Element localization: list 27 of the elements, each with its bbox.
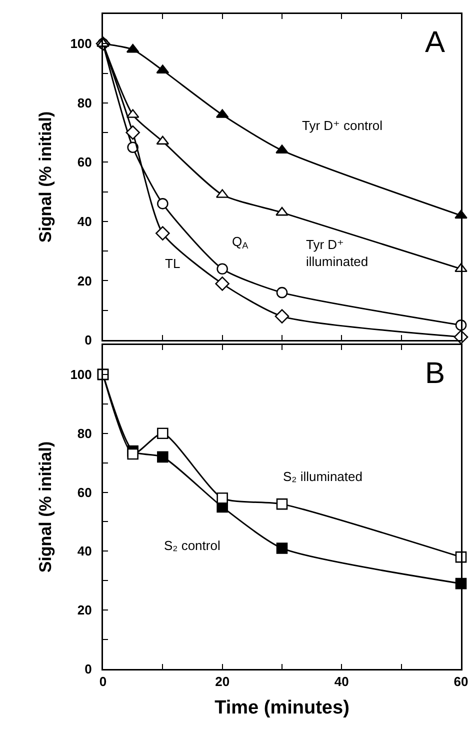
y-tick-label: 80 <box>77 426 92 441</box>
series-label: Q$_{A}$ <box>232 234 250 251</box>
y-tick-label: 60 <box>77 154 92 170</box>
x-axis-title: Time (minutes) <box>214 698 350 719</box>
series-label: Tyr D⁺ illuminated <box>306 237 368 269</box>
y-tick-label: 40 <box>77 214 92 229</box>
y-tick-label: 40 <box>77 544 92 559</box>
y-tick-label: 60 <box>77 484 92 500</box>
y-tick-label: 20 <box>77 273 92 288</box>
y-tick-label: 0 <box>84 332 92 348</box>
series-label: TL <box>165 256 180 271</box>
series-label: Tyr D⁺ control <box>302 118 383 133</box>
annotation: B <box>425 357 446 390</box>
y-axis-title: Signal (% initial) <box>36 111 55 243</box>
annotation: A <box>425 26 446 59</box>
x-tick-label: 0 <box>99 674 107 690</box>
y-axis-title: Signal (% initial) <box>36 441 55 573</box>
series-label: S₂ control <box>164 538 220 553</box>
x-tick-label: 20 <box>215 674 230 690</box>
y-tick-label: 80 <box>77 95 92 110</box>
y-tick-label: 0 <box>84 662 92 677</box>
series-label: S₂ illuminated <box>283 469 362 484</box>
y-tick-label: 20 <box>77 602 92 618</box>
y-tick-label: 100 <box>70 367 92 382</box>
x-tick-label: 40 <box>334 674 349 690</box>
y-tick-label: 100 <box>70 36 92 52</box>
x-tick-label: 60 <box>454 674 468 690</box>
